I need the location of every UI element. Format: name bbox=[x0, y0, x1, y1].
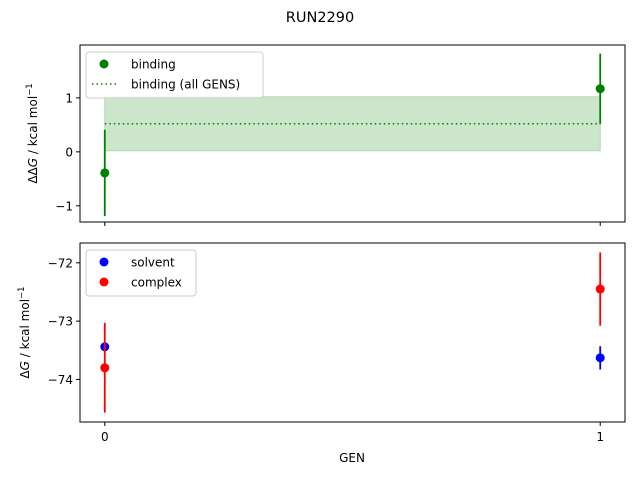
data-point bbox=[595, 284, 605, 294]
axes-frame bbox=[79, 242, 626, 423]
legend-frame bbox=[85, 249, 197, 297]
y-tick-label: 0 bbox=[65, 145, 73, 159]
axes-frame bbox=[79, 44, 626, 223]
legend-label: complex bbox=[131, 276, 182, 290]
legend-label: binding (all GENS) bbox=[131, 78, 240, 92]
panel-0: −1 0 1 ΔΔG / kcal mol−1 binding binding (all … bbox=[25, 44, 626, 226]
data-point bbox=[100, 168, 110, 178]
y-tick-label: −72 bbox=[48, 256, 73, 270]
legend-label: binding bbox=[131, 58, 176, 72]
x-axis-label: GEN bbox=[339, 451, 365, 465]
legend-marker bbox=[99, 59, 109, 69]
y-tick-label: −1 bbox=[55, 199, 73, 213]
legend-frame bbox=[85, 51, 264, 99]
y-axis-label: ΔG / kcal mol−1 bbox=[17, 286, 32, 378]
legend-label: solvent bbox=[131, 256, 175, 270]
data-point bbox=[100, 363, 110, 373]
y-tick-label: −74 bbox=[48, 373, 73, 387]
legend-marker bbox=[99, 277, 109, 287]
legend-marker bbox=[99, 257, 109, 267]
x-tick-label: 0 bbox=[101, 430, 109, 444]
legend: solvent complex bbox=[85, 249, 197, 297]
panel-1: −74 −73 −72 0 1 ΔG / kcal mol−1 solvent complex bbox=[17, 242, 626, 444]
y-tick-label: 1 bbox=[65, 91, 73, 105]
data-point bbox=[595, 84, 605, 94]
x-tick-label: 1 bbox=[596, 430, 604, 444]
data-point bbox=[595, 353, 605, 363]
y-axis-label: ΔΔG / kcal mol−1 bbox=[25, 83, 40, 183]
y-tick-label: −73 bbox=[48, 315, 73, 329]
legend: binding binding (all GENS) bbox=[85, 51, 264, 99]
chart-title: RUN2290 bbox=[286, 10, 354, 26]
